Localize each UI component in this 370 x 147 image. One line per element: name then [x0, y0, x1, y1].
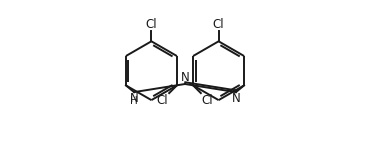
- Text: H: H: [130, 96, 138, 106]
- Text: Cl: Cl: [213, 18, 225, 31]
- Text: N: N: [181, 71, 189, 84]
- Text: N: N: [232, 92, 240, 105]
- Text: N: N: [130, 92, 138, 105]
- Text: Cl: Cl: [202, 94, 213, 107]
- Text: Cl: Cl: [145, 18, 157, 31]
- Text: Cl: Cl: [157, 94, 168, 107]
